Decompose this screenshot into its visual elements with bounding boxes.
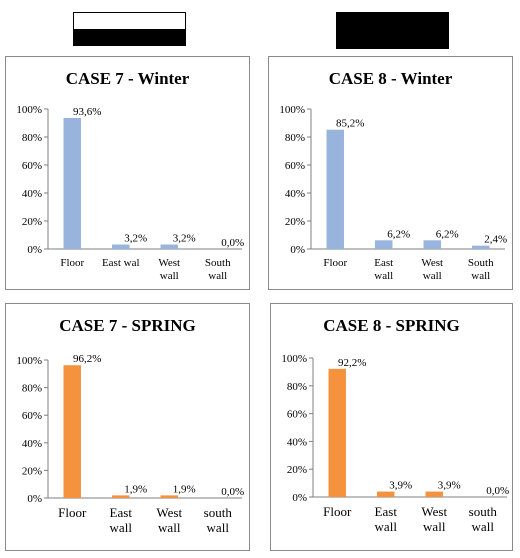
data-label: 3,2% xyxy=(124,233,147,245)
y-tick-label: 80% xyxy=(22,383,42,395)
y-tick-label: 0% xyxy=(27,493,42,505)
x-tick-label: Floor xyxy=(60,257,84,269)
x-tick-label: Floor xyxy=(58,505,87,520)
case-8-swatch xyxy=(336,12,449,49)
chart-title: CASE 8 - SPRING xyxy=(323,316,460,335)
data-label: 2,4% xyxy=(484,234,507,246)
bar-chart: 0% 20% 40% 60% 80% 100% 92,2% Floor 3,9% East wall… xyxy=(281,353,509,534)
bar xyxy=(160,244,178,249)
y-tick-label: 40% xyxy=(285,188,305,200)
data-label: 1,9% xyxy=(173,483,196,495)
y-tick-label: 40% xyxy=(287,436,307,448)
bar xyxy=(112,244,130,249)
case-7-swatch xyxy=(73,12,186,46)
x-tick-label: East wall xyxy=(110,505,133,535)
data-label: 3,9% xyxy=(389,480,412,492)
y-tick-label: 0% xyxy=(290,244,305,256)
bar xyxy=(423,240,441,249)
y-tick-label: 0% xyxy=(292,492,307,504)
bar xyxy=(112,495,130,498)
y-tick-label: 100% xyxy=(16,104,42,116)
y-tick-label: 20% xyxy=(22,216,42,228)
x-tick-label: East wall xyxy=(375,504,398,534)
y-tick-label: 20% xyxy=(287,464,307,476)
bar-chart: 0% 20% 40% 60% 80% 100% 85,2% Floor 6,2% East wall… xyxy=(279,104,507,282)
bar xyxy=(328,368,346,497)
x-tick-label: West wall xyxy=(421,504,447,534)
y-tick-label: 40% xyxy=(22,438,42,450)
bar xyxy=(375,240,393,249)
data-label: 92,2% xyxy=(338,357,366,369)
y-tick-label: 20% xyxy=(22,465,42,477)
x-tick-label: West wall xyxy=(158,257,180,282)
y-tick-label: 40% xyxy=(22,188,42,200)
bar xyxy=(160,495,178,498)
x-tick-label: East wall xyxy=(374,257,393,282)
y-tick-label: 60% xyxy=(22,160,42,172)
x-tick-label: West wall xyxy=(156,505,182,535)
x-tick-label: West wall xyxy=(421,257,443,282)
data-label: 6,2% xyxy=(387,228,410,240)
x-tick-label: Floor xyxy=(323,257,347,269)
y-tick-label: 60% xyxy=(285,160,305,172)
y-tick-label: 100% xyxy=(16,355,42,367)
data-label: 0,0% xyxy=(486,485,509,497)
x-tick-label: East wal xyxy=(102,257,140,269)
bar xyxy=(377,491,395,497)
y-tick-label: 100% xyxy=(279,104,305,116)
chart-title: CASE 8 - Winter xyxy=(328,69,453,88)
data-label: 85,2% xyxy=(336,118,364,130)
bar-chart: 0% 20% 40% 60% 80% 100% 96,2% Floor 1,9% East wall… xyxy=(16,353,244,535)
y-tick-label: 60% xyxy=(287,409,307,421)
bar xyxy=(326,129,344,249)
x-tick-label: South wall xyxy=(468,257,494,282)
chart-panel-case8-winter: CASE 8 - Winter 0% 20% 40% 60% 80% 100% 85,2% F… xyxy=(268,56,513,290)
data-label: 1,9% xyxy=(124,483,147,495)
x-tick-label: Floor xyxy=(323,504,352,519)
data-label: 3,9% xyxy=(438,480,461,492)
y-tick-label: 60% xyxy=(22,410,42,422)
y-tick-label: 80% xyxy=(285,132,305,144)
bar xyxy=(425,491,443,497)
data-label: 3,2% xyxy=(173,233,196,245)
chart-panel-case7-spring: CASE 7 - SPRING 0% 20% 40% 60% 80% 100% 96,2% F… xyxy=(5,303,250,551)
chart-title: CASE 7 - Winter xyxy=(65,69,190,88)
data-label: 6,2% xyxy=(436,228,459,240)
y-tick-label: 100% xyxy=(281,353,307,365)
bar-chart: 0% 20% 40% 60% 80% 100% 93,6% Floor 3,2% East wal… xyxy=(16,104,244,282)
x-tick-label: south wall xyxy=(469,504,498,534)
bar xyxy=(472,245,490,249)
data-label: 93,6% xyxy=(73,106,101,118)
chart-title: CASE 7 - SPRING xyxy=(59,316,196,335)
chart-panel-case8-spring: CASE 8 - SPRING 0% 20% 40% 60% 80% 100% 92,2% F… xyxy=(270,303,513,551)
y-tick-label: 80% xyxy=(22,132,42,144)
y-tick-label: 0% xyxy=(27,244,42,256)
data-label: 0,0% xyxy=(221,237,244,249)
data-label: 0,0% xyxy=(221,486,244,498)
bar xyxy=(63,117,81,250)
y-tick-label: 80% xyxy=(287,381,307,393)
data-label: 96,2% xyxy=(73,353,101,365)
y-tick-label: 20% xyxy=(285,216,305,228)
x-tick-label: south wall xyxy=(204,505,233,535)
x-tick-label: South wall xyxy=(205,257,231,282)
chart-panel-case7-winter: CASE 7 - Winter 0% 20% 40% 60% 80% 100% 93,6% F… xyxy=(5,56,250,290)
bar xyxy=(63,365,81,498)
